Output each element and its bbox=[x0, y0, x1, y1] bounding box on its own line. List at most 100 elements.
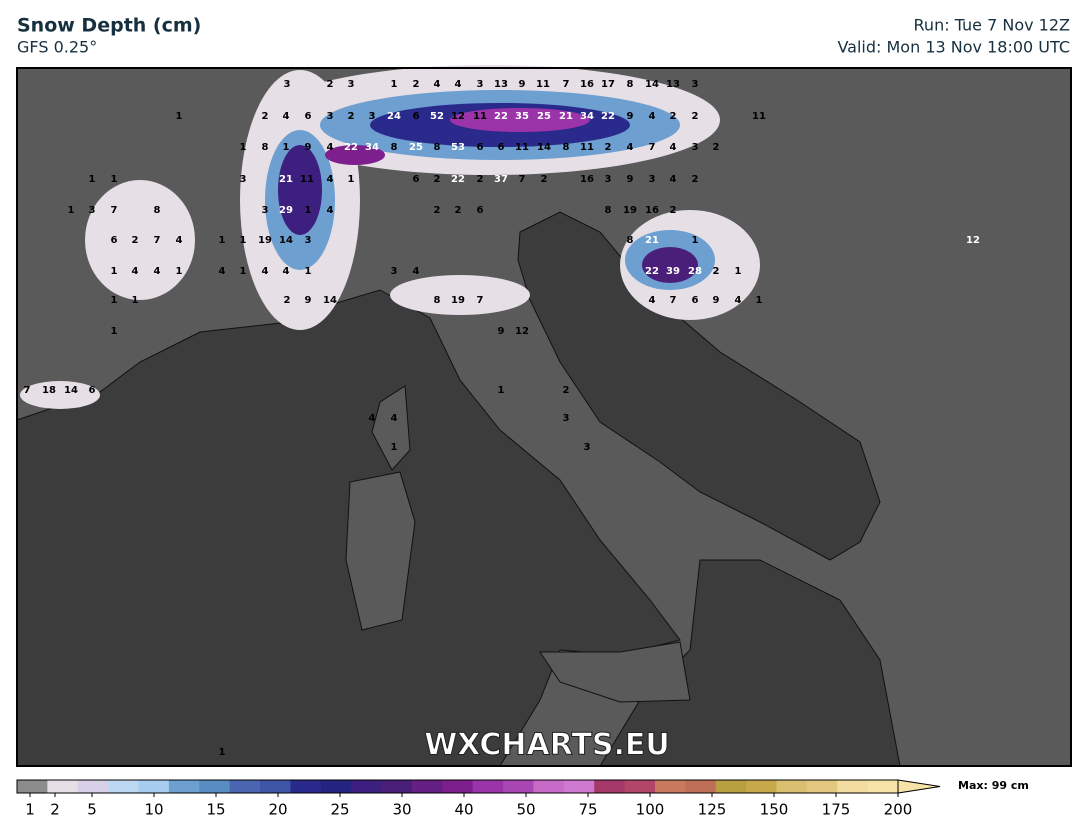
map-label: 2 bbox=[477, 174, 484, 185]
map-label: 19 bbox=[623, 205, 637, 216]
map-label: 34 bbox=[365, 142, 379, 153]
map-label: 6 bbox=[111, 235, 118, 246]
colorbar-segment bbox=[563, 780, 595, 793]
map-label: 7 bbox=[649, 142, 656, 153]
map-label: 3 bbox=[284, 79, 291, 90]
map-label: 37 bbox=[494, 174, 508, 185]
map-label: 6 bbox=[305, 111, 312, 122]
map-label: 3 bbox=[327, 111, 334, 122]
map-label: 2 bbox=[713, 266, 720, 277]
map-label: 1 bbox=[89, 174, 96, 185]
map-label: 8 bbox=[563, 142, 570, 153]
colorbar-segment bbox=[290, 780, 322, 793]
map-label: 2 bbox=[605, 142, 612, 153]
colorbar-segment bbox=[654, 780, 686, 793]
colorbar-tick-label: 25 bbox=[330, 801, 349, 819]
subtitle: GFS 0.25° bbox=[17, 38, 97, 57]
map-label: 2 bbox=[563, 385, 570, 396]
map-label: 8 bbox=[391, 142, 398, 153]
colorbar-tick-label: 150 bbox=[760, 801, 789, 819]
colorbar-segment bbox=[17, 780, 48, 793]
colorbar-tick-label: 175 bbox=[822, 801, 851, 819]
map-label: 35 bbox=[515, 111, 529, 122]
map-label: 14 bbox=[279, 235, 293, 246]
map-label: 8 bbox=[154, 205, 161, 216]
map-label: 9 bbox=[305, 142, 312, 153]
map-label: 4 bbox=[369, 413, 376, 424]
colorbar-segment bbox=[351, 780, 383, 793]
map-label: 1 bbox=[240, 266, 247, 277]
map-label: 6 bbox=[477, 205, 484, 216]
colorbar-segment bbox=[776, 780, 808, 793]
map-label: 7 bbox=[477, 295, 484, 306]
map-label: 12 bbox=[966, 235, 980, 246]
colorbar-segment bbox=[260, 780, 291, 793]
colorbar-segment bbox=[806, 780, 838, 793]
colorbar-segment bbox=[320, 780, 352, 793]
map-label: 4 bbox=[649, 111, 656, 122]
map-label: 12 bbox=[515, 326, 529, 337]
map-label: 12 bbox=[451, 111, 465, 122]
map-label: 1 bbox=[219, 235, 226, 246]
map-label: 4 bbox=[283, 266, 290, 277]
map-label: 8 bbox=[262, 142, 269, 153]
map-label: 4 bbox=[455, 79, 462, 90]
map-label: 6 bbox=[89, 385, 96, 396]
map-label: 4 bbox=[176, 235, 183, 246]
map-label: 7 bbox=[519, 174, 526, 185]
map-label: 1 bbox=[176, 266, 183, 277]
map-label: 24 bbox=[387, 111, 401, 122]
map-label: 14 bbox=[537, 142, 551, 153]
map-label: 16 bbox=[580, 174, 594, 185]
map-label: 22 bbox=[344, 142, 358, 153]
map-label: 18 bbox=[42, 385, 56, 396]
run: Run: Tue 7 Nov 12Z bbox=[914, 16, 1071, 35]
colorbar-tick-label: 30 bbox=[392, 801, 411, 819]
map-label: 34 bbox=[580, 111, 594, 122]
map-label: 4 bbox=[327, 205, 334, 216]
colorbar-segment bbox=[108, 780, 140, 793]
colorbar-segment bbox=[168, 780, 200, 793]
map: 3 2 3 1 2 4 4 3 13 9 11 7 16 17 8 14 13 31 2 4 6 3 2 3 24 6 52 12 11… bbox=[16, 65, 1072, 767]
map-label: 21 bbox=[645, 235, 659, 246]
map-label: 8 bbox=[605, 205, 612, 216]
colorbar-segment bbox=[594, 780, 626, 793]
map-label: 4 bbox=[283, 111, 290, 122]
map-label: 16 bbox=[580, 79, 594, 90]
colorbar-tick-label: 125 bbox=[698, 801, 727, 819]
map-label: 1 bbox=[692, 235, 699, 246]
map-label: 14 bbox=[64, 385, 78, 396]
map-label: 2 bbox=[541, 174, 548, 185]
colorbar-tick-label: 1 bbox=[25, 801, 35, 819]
title: Snow Depth (cm) bbox=[17, 15, 201, 37]
map-label: 3 bbox=[262, 205, 269, 216]
map-label: 21 bbox=[279, 174, 293, 185]
map-label: 3 bbox=[563, 413, 570, 424]
map-label: 1 bbox=[111, 266, 118, 277]
colorbar-segment bbox=[837, 780, 869, 793]
colorbar-segment bbox=[746, 780, 777, 793]
map-label: 3 bbox=[305, 235, 312, 246]
map-label: 2 bbox=[455, 205, 462, 216]
map-label: 7 bbox=[670, 295, 677, 306]
colorbar-segment bbox=[47, 780, 79, 793]
colorbar-tick-label: 5 bbox=[87, 801, 97, 819]
map-label: 2 bbox=[262, 111, 269, 122]
map-label: 22 bbox=[601, 111, 615, 122]
colorbar-tick-label: 40 bbox=[454, 801, 473, 819]
map-label: 22 bbox=[451, 174, 465, 185]
map-label: 4 bbox=[670, 174, 677, 185]
colorbar-segment bbox=[503, 780, 534, 793]
map-label: 1 bbox=[756, 295, 763, 306]
map-label: 4 bbox=[391, 413, 398, 424]
colorbar: 1 2 5 10 15 20 25 30 40 50 75 100 125 150 175 200 bbox=[16, 779, 941, 819]
colorbar-tick-label: 15 bbox=[206, 801, 225, 819]
map-label: 1 bbox=[391, 442, 398, 453]
map-label: 2 bbox=[434, 174, 441, 185]
colorbar-segment bbox=[472, 780, 504, 793]
map-label: 11 bbox=[536, 79, 550, 90]
map-label: 11 bbox=[515, 142, 529, 153]
colorbar-segment bbox=[381, 780, 413, 793]
map-label: 11 bbox=[752, 111, 766, 122]
